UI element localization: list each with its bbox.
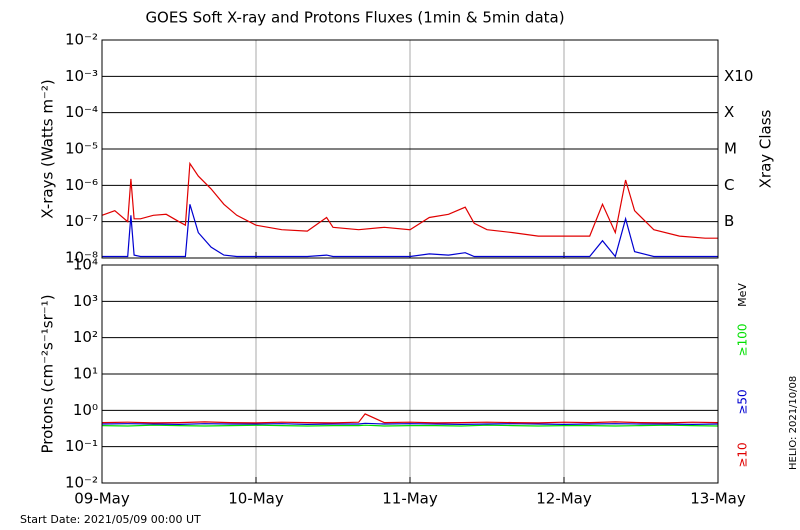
x-tick-label: 12-May: [536, 490, 592, 508]
y-tick-label: 10⁰: [73, 401, 98, 419]
series-line: [101, 422, 719, 426]
y-tick-label: 10⁻⁷: [65, 212, 98, 230]
y-tick-label: 10¹: [73, 365, 98, 383]
legend-label: ≥50: [736, 389, 750, 414]
y-axis-label: Protons (cm⁻²s⁻¹sr⁻¹): [39, 294, 57, 453]
plot-frame: [101, 39, 719, 259]
y2-axis-label: Xray Class: [757, 109, 775, 188]
y-tick-label: 10⁻⁶: [65, 176, 98, 194]
x-tick-label: 10-May: [228, 490, 284, 508]
class-label: B: [724, 212, 734, 230]
units: MeV: [736, 283, 749, 307]
series-line: [102, 204, 718, 258]
footer: Start Date: 2021/05/09 00:00 UT: [20, 513, 201, 526]
series-line: [101, 161, 718, 239]
class-label: C: [724, 176, 734, 194]
chart-title: GOES Soft X-ray and Protons Fluxes (1min…: [145, 9, 564, 27]
y-tick-label: 10⁻²: [65, 31, 98, 49]
y-tick-label: 10⁻⁴: [65, 103, 98, 121]
series-line: [101, 413, 719, 424]
stamp: HELIO: 2021/10/08: [788, 376, 799, 470]
class-label: X: [724, 103, 734, 121]
class-label: X10: [724, 67, 753, 85]
x-tick-label: 13-May: [690, 490, 746, 508]
plot-frame: [101, 264, 719, 484]
y-tick-label: 10⁻⁵: [65, 140, 98, 158]
legend-label: ≥10: [736, 442, 750, 467]
series-line: [101, 424, 719, 427]
y-tick-label: 10⁻¹: [65, 437, 98, 455]
y-tick-label: 10⁻²: [65, 474, 98, 492]
y-tick-label: 10⁻³: [65, 67, 98, 85]
class-label: M: [724, 140, 737, 158]
y-axis-label: X-rays (Watts m⁻²): [39, 79, 57, 218]
y-tick-label: 10⁴: [73, 256, 98, 274]
y-tick-label: 10⁻⁸: [65, 249, 98, 267]
x-tick-label: 09-May: [74, 490, 130, 508]
y-tick-label: 10³: [73, 292, 98, 310]
y-tick-label: 10²: [73, 328, 98, 346]
legend-label: ≥100: [736, 324, 750, 357]
x-tick-label: 11-May: [382, 490, 438, 508]
